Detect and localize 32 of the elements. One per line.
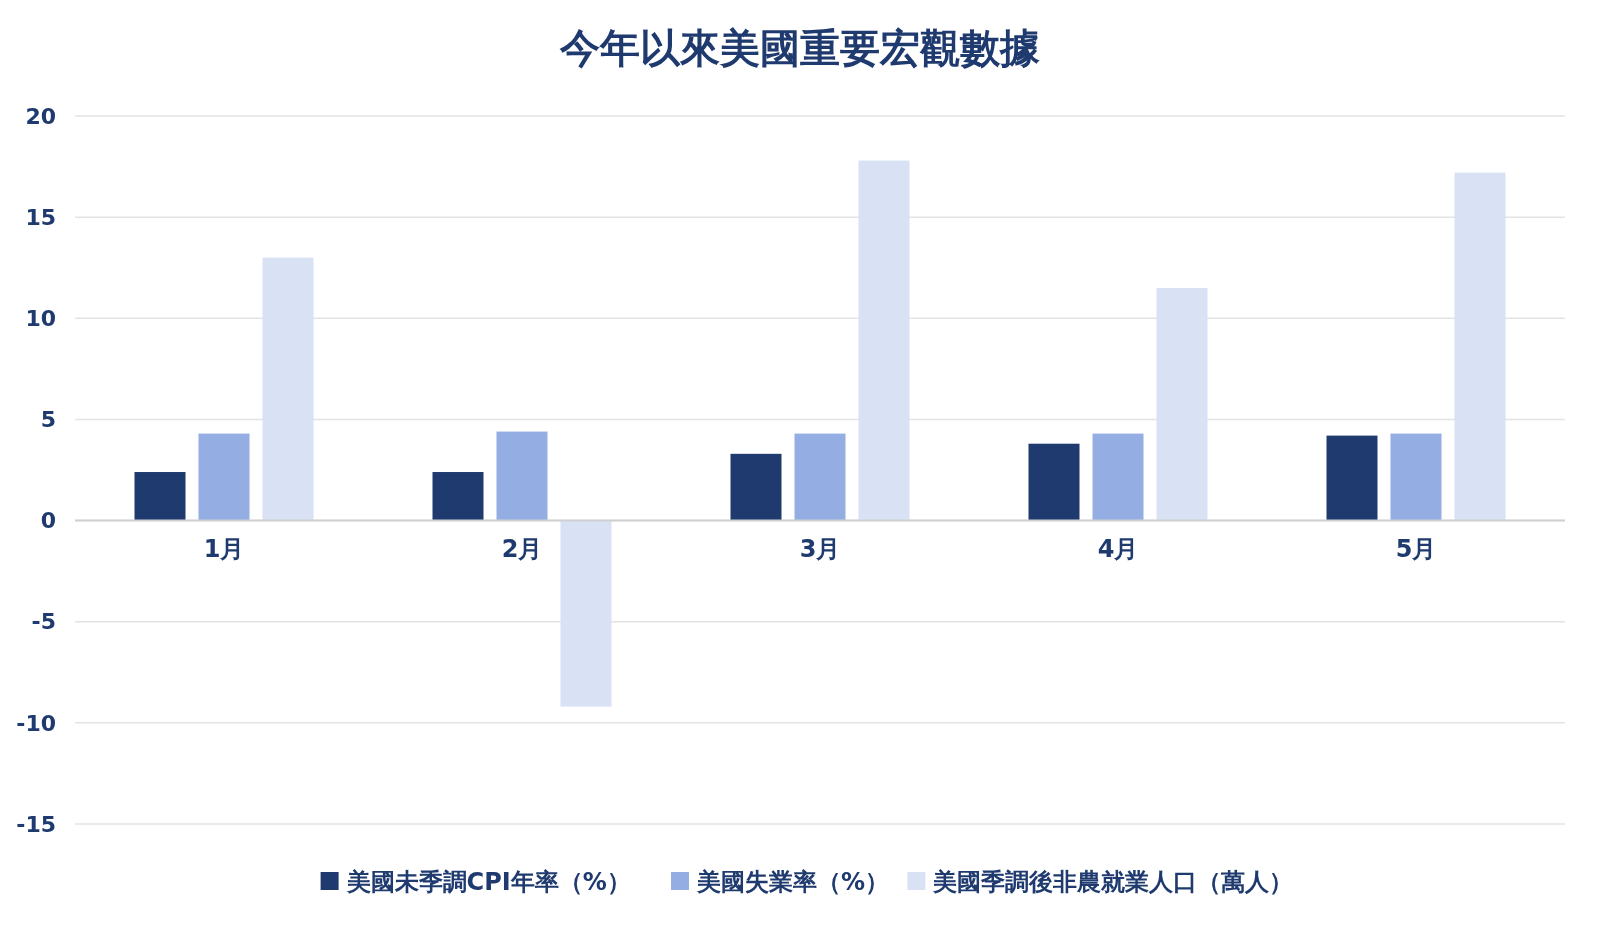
x-tick-label: 2月 — [501, 534, 543, 563]
x-tick-label: 1月 — [203, 534, 245, 563]
bar — [262, 257, 314, 521]
bar — [730, 453, 782, 521]
bar — [560, 520, 612, 707]
bar — [1028, 443, 1080, 521]
y-tick-label: -5 — [31, 609, 56, 635]
y-tick-label: 5 — [40, 407, 56, 433]
bar — [1156, 287, 1208, 521]
legend-label: 美國失業率（%） — [696, 868, 890, 897]
y-tick-label: 20 — [25, 103, 56, 129]
x-tick-label: 4月 — [1097, 534, 1139, 563]
bar — [794, 433, 846, 521]
x-tick-label: 5月 — [1395, 534, 1437, 563]
bar — [496, 431, 548, 521]
y-tick-label: -10 — [16, 710, 56, 736]
y-tick-label: 0 — [40, 508, 56, 534]
legend-label: 美國未季調CPI年率（%） — [345, 868, 631, 897]
bar — [1390, 433, 1442, 521]
y-tick-label: -15 — [16, 811, 56, 837]
bar — [1454, 172, 1506, 521]
chart-title: 今年以來美國重要宏觀數據 — [559, 25, 1040, 71]
bar — [198, 433, 250, 521]
y-tick-label: 10 — [25, 305, 56, 331]
bar — [432, 472, 484, 521]
legend-label: 美國季調後非農就業人口（萬人） — [932, 868, 1294, 897]
bar — [1326, 435, 1378, 521]
x-tick-label: 3月 — [799, 534, 841, 563]
bar — [1092, 433, 1144, 521]
bar — [134, 472, 186, 521]
y-tick-label: 15 — [25, 204, 56, 230]
bar — [858, 160, 910, 521]
